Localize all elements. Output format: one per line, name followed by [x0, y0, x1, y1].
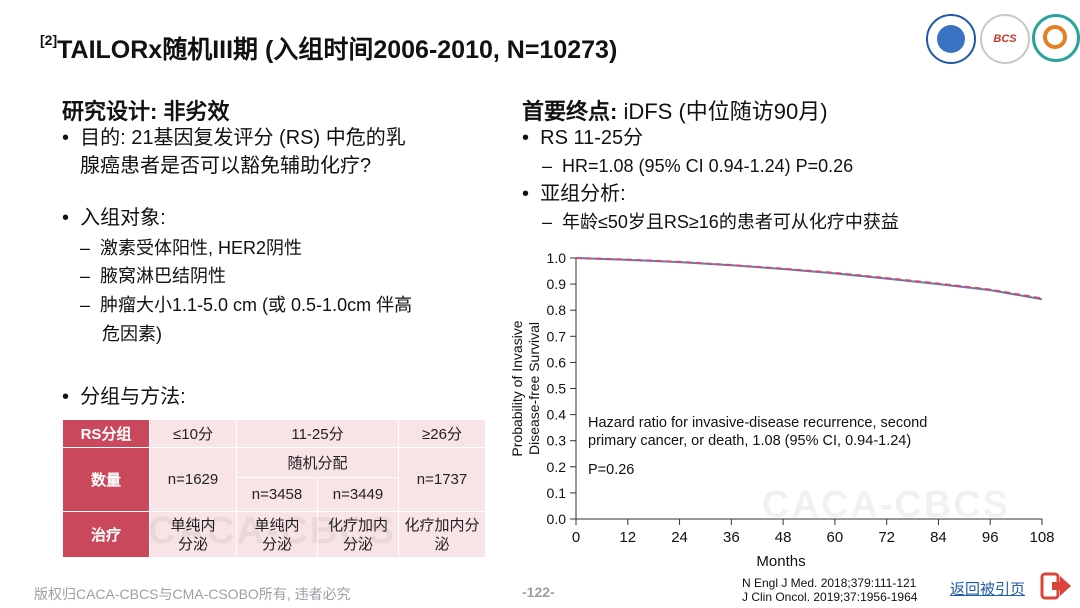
- x-tick-label: 12: [619, 529, 636, 546]
- table-row-treatment: 治疗: [62, 511, 150, 558]
- title-reference: [2]: [40, 31, 58, 48]
- table-treat-high: 化疗加内分泌: [398, 511, 486, 558]
- y-tick-label: 0.2: [547, 459, 567, 475]
- survival-curve-1: [575, 257, 1043, 301]
- copyright-text: 版权归CACA-CBCS与CMA-CSOBO所有, 违者必究: [34, 586, 351, 602]
- subgroup-item-text: 年龄≤50岁且RS≥16的患者可从化疗中获益: [562, 212, 899, 232]
- bcs-logo: BCS: [980, 14, 1030, 64]
- table-header-rs: RS分组: [62, 419, 150, 448]
- association-logo: [926, 14, 976, 64]
- idfs-chart: 0.0 0.1 0.2 0.3 0.4 0.5 0.6 0.7 0.8 0.9 1.0 0 12 24 3…: [509, 250, 1055, 570]
- y-tick-label: 0.7: [547, 328, 567, 344]
- page-number: -122-: [522, 584, 555, 600]
- endpoint-heading: 首要终点: iDFS (中位随访90月): [522, 94, 828, 126]
- aim-text-1: 目的: 21基因复发评分 (RS) 中危的乳: [80, 127, 406, 149]
- exit-icon[interactable]: [1040, 571, 1072, 601]
- y-tick-label: 0.4: [547, 407, 567, 423]
- table-random: 随机分配: [236, 447, 399, 478]
- watermark-left: CACA-CBCS: [148, 510, 397, 552]
- table-n-high: n=1737: [398, 447, 486, 512]
- rs-bullet-text: RS 11-25分: [540, 127, 644, 149]
- subgroup-item: – 年龄≤50岁且RS≥16的患者可从化疗中获益: [542, 212, 899, 232]
- x-tick-label: 0: [572, 529, 580, 546]
- p-value-annotation: P=0.26: [588, 462, 634, 478]
- population-item-3-text: 肿瘤大小1.1-5.0 cm (或 0.5-1.0cm 伴高: [100, 295, 413, 315]
- population-item-3-cont: 危因素): [102, 324, 162, 344]
- hr-item-text: HR=1.08 (95% CI 0.94-1.24) P=0.26: [562, 156, 854, 176]
- x-tick-label: 84: [930, 529, 947, 546]
- x-tick-label: 60: [827, 529, 844, 546]
- y-tick-label: 0.9: [547, 276, 567, 292]
- population-label: 入组对象:: [80, 207, 166, 229]
- hr-annotation-1: Hazard ratio for invasive-disease recurr…: [588, 415, 927, 431]
- subgroup-bullet-text: 亚组分析:: [540, 183, 626, 205]
- rs-bullet: • RS 11-25分: [522, 127, 644, 149]
- population-item-1-text: 激素受体阳性, HER2阴性: [100, 238, 303, 258]
- endpoint-heading-bold: 首要终点:: [522, 99, 618, 124]
- x-axis-label: Months: [756, 553, 805, 570]
- groups-label: 分组与方法:: [80, 386, 186, 408]
- y-tick-label: 0.8: [547, 302, 567, 318]
- y-tick-label: 1.0: [547, 250, 567, 266]
- table-treat-mid-b: 化疗加内分泌: [317, 511, 399, 558]
- population-bullet: • 入组对象:: [62, 207, 166, 229]
- population-item-1: – 激素受体阳性, HER2阴性: [80, 238, 303, 258]
- x-tick-label: 96: [982, 529, 999, 546]
- table-row-count: 数量: [62, 447, 150, 512]
- y-tick-label: 0.3: [547, 433, 567, 449]
- table-header-mid: 11-25分: [236, 419, 399, 448]
- population-item-2: – 腋窝淋巴结阴性: [80, 266, 227, 286]
- group-table: RS分组 ≤10分 11-25分 ≥26分 数量 n=1629 随机分配 n=1…: [62, 419, 486, 558]
- x-tick-label: 72: [878, 529, 895, 546]
- references: N Engl J Med. 2018;379:111-121 J Clin On…: [742, 576, 917, 604]
- y-tick-label: 0.5: [547, 381, 567, 397]
- x-tick-label: 36: [723, 529, 740, 546]
- table-n-low: n=1629: [149, 447, 237, 512]
- back-link[interactable]: 返回被引页: [950, 581, 1026, 598]
- y-tick-label: 0.6: [547, 354, 567, 370]
- cs-logo: [1032, 14, 1080, 62]
- table-n-mid-b: n=3449: [317, 477, 399, 512]
- endpoint-heading-rest: iDFS (中位随访90月): [617, 99, 828, 124]
- population-item-2-text: 腋窝淋巴结阴性: [100, 266, 227, 286]
- table-header-low: ≤10分: [149, 419, 237, 448]
- table-header-high: ≥26分: [398, 419, 486, 448]
- table-treat-low: 单纯内分泌: [149, 511, 237, 558]
- y-axis-label-2: Disease-free Survival: [526, 322, 542, 455]
- aim-bullet: • 目的: 21基因复发评分 (RS) 中危的乳: [62, 127, 406, 149]
- title-text: TAILORx随机III期 (入组时间2006-2010, N=10273): [57, 36, 618, 64]
- x-tick-label: 24: [671, 529, 688, 546]
- table-n-mid-a: n=3458: [236, 477, 318, 512]
- aim-text-2: 腺癌患者是否可以豁免辅助化疗?: [80, 155, 372, 177]
- population-item-3: – 肿瘤大小1.1-5.0 cm (或 0.5-1.0cm 伴高: [80, 295, 413, 315]
- y-tick-label: 0.0: [547, 511, 567, 527]
- groups-bullet: • 分组与方法:: [62, 386, 186, 408]
- y-axis-label-1: Probability of Invasive: [509, 320, 525, 456]
- table-treat-mid-a: 单纯内分泌: [236, 511, 318, 558]
- subgroup-bullet: • 亚组分析:: [522, 183, 626, 205]
- hr-item: – HR=1.08 (95% CI 0.94-1.24) P=0.26: [542, 156, 854, 176]
- reference-2: J Clin Oncol. 2019;37:1956-1964: [742, 590, 918, 604]
- x-tick-label: 48: [775, 529, 792, 546]
- design-heading: 研究设计: 非劣效: [62, 99, 230, 124]
- survival-curve-2: [575, 257, 1043, 300]
- slide-title: [2]TAILORx随机III期 (入组时间2006-2010, N=10273…: [40, 30, 617, 66]
- hr-annotation-2: primary cancer, or death, 1.08 (95% CI, …: [588, 433, 911, 449]
- reference-1: N Engl J Med. 2018;379:111-121: [742, 576, 917, 590]
- y-tick-label: 0.1: [547, 485, 567, 501]
- x-tick-label: 108: [1029, 529, 1054, 546]
